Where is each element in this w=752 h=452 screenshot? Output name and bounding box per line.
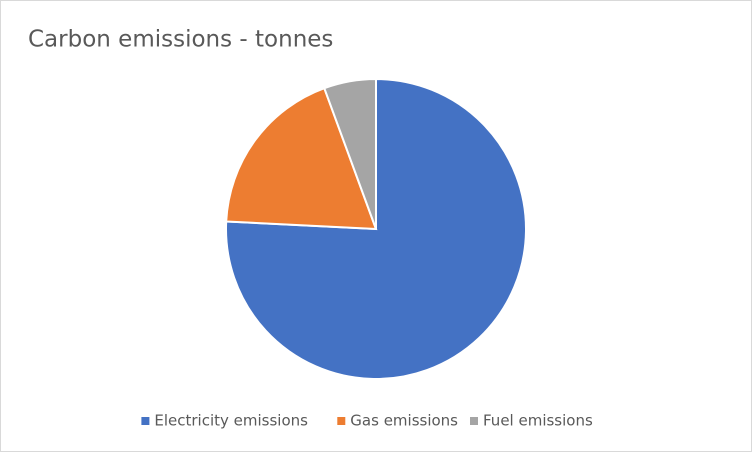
- chart-title: Carbon emissions - tonnes: [28, 27, 333, 53]
- legend-swatch: [337, 417, 346, 425]
- legend-swatch: [141, 417, 150, 425]
- legend-label: Electricity emissions: [154, 412, 308, 430]
- legend-swatch: [470, 417, 478, 425]
- pie-slice: [323, 77, 377, 230]
- legend-label: Fuel emissions: [483, 412, 593, 430]
- legend-label: Gas emissions: [350, 412, 458, 430]
- pie-slice: [225, 86, 378, 231]
